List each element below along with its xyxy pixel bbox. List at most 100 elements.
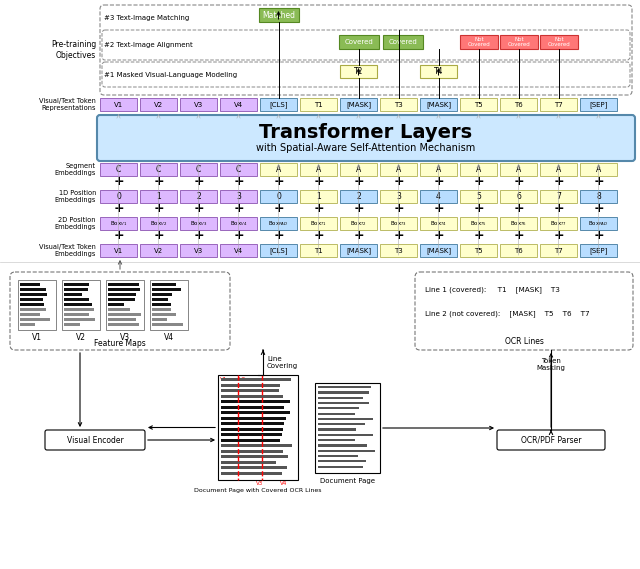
- Text: 2: 2: [356, 192, 361, 201]
- Text: A: A: [356, 165, 361, 174]
- Text: [SEP]: [SEP]: [589, 101, 608, 108]
- Bar: [20, 283, 40, 286]
- Bar: [220, 163, 257, 176]
- Text: Box$_{T3}$: Box$_{T3}$: [390, 219, 407, 228]
- Text: Document Page with Covered OCR Lines: Document Page with Covered OCR Lines: [195, 488, 322, 493]
- Bar: [152, 303, 171, 306]
- Text: V2: V2: [154, 101, 163, 108]
- Text: Not
Covered: Not Covered: [508, 36, 531, 47]
- Text: Feature Maps: Feature Maps: [94, 339, 146, 348]
- Text: Line 1 (covered):     T1    [MASK]    T3: Line 1 (covered): T1 [MASK] T3: [425, 287, 560, 294]
- Bar: [221, 427, 283, 431]
- Bar: [221, 389, 279, 392]
- FancyBboxPatch shape: [97, 115, 635, 161]
- Text: +: +: [473, 229, 484, 241]
- Text: Not
Covered: Not Covered: [468, 36, 490, 47]
- Bar: [318, 386, 371, 388]
- Text: V2: V2: [154, 248, 163, 254]
- Text: T3: T3: [394, 248, 403, 254]
- Text: C: C: [156, 165, 161, 174]
- Bar: [500, 190, 537, 203]
- Bar: [64, 313, 89, 315]
- Text: A: A: [436, 165, 441, 174]
- Bar: [64, 323, 80, 325]
- Text: 8: 8: [596, 192, 601, 201]
- Text: Box$_{T1}$: Box$_{T1}$: [310, 219, 327, 228]
- Bar: [318, 439, 355, 441]
- Bar: [500, 35, 538, 49]
- Bar: [100, 244, 137, 257]
- Bar: [340, 98, 377, 111]
- Bar: [220, 190, 257, 203]
- Bar: [140, 98, 177, 111]
- Text: with Spatial-Aware Self-Attention Mechanism: with Spatial-Aware Self-Attention Mechan…: [257, 143, 476, 153]
- Bar: [108, 288, 140, 291]
- FancyBboxPatch shape: [45, 430, 145, 450]
- Text: 2: 2: [196, 192, 201, 201]
- Text: Box$_{V1}$: Box$_{V1}$: [110, 219, 127, 228]
- Bar: [340, 163, 377, 176]
- Bar: [340, 65, 377, 78]
- Text: T1: T1: [314, 248, 323, 254]
- Text: 1: 1: [156, 192, 161, 201]
- Bar: [380, 217, 417, 230]
- Text: Transformer Layers: Transformer Layers: [259, 122, 472, 142]
- Text: OCR Lines: OCR Lines: [504, 337, 543, 346]
- Bar: [460, 244, 497, 257]
- Bar: [540, 98, 577, 111]
- Text: +: +: [353, 201, 364, 215]
- Bar: [420, 244, 457, 257]
- Bar: [315, 383, 380, 473]
- Bar: [100, 163, 137, 176]
- Text: Covered: Covered: [388, 39, 417, 45]
- Bar: [64, 308, 94, 311]
- Text: A: A: [516, 165, 521, 174]
- Text: [CLS]: [CLS]: [269, 247, 288, 254]
- Text: Covered: Covered: [344, 39, 373, 45]
- Bar: [318, 455, 358, 457]
- Bar: [221, 450, 283, 452]
- Text: [CLS]: [CLS]: [269, 101, 288, 108]
- Bar: [580, 163, 617, 176]
- Text: V4: V4: [280, 481, 287, 486]
- Bar: [180, 98, 217, 111]
- Bar: [180, 244, 217, 257]
- Text: [MASK]: [MASK]: [426, 247, 451, 254]
- Text: +: +: [473, 175, 484, 188]
- Bar: [20, 288, 46, 291]
- Text: +: +: [513, 201, 524, 215]
- Text: +: +: [553, 229, 564, 241]
- Text: V2: V2: [76, 333, 86, 342]
- Bar: [380, 190, 417, 203]
- Bar: [108, 293, 136, 295]
- Text: Visual Encoder: Visual Encoder: [67, 435, 124, 444]
- Bar: [460, 98, 497, 111]
- Bar: [300, 217, 337, 230]
- Bar: [220, 98, 257, 111]
- Bar: [540, 217, 577, 230]
- Bar: [318, 465, 363, 468]
- Text: T5: T5: [474, 248, 483, 254]
- Text: [MASK]: [MASK]: [426, 101, 451, 108]
- Text: +: +: [113, 201, 124, 215]
- Text: T6: T6: [514, 101, 523, 108]
- Text: #3 Text-Image Matching: #3 Text-Image Matching: [104, 15, 189, 21]
- Bar: [383, 35, 423, 49]
- Bar: [460, 190, 497, 203]
- Text: 7: 7: [556, 192, 561, 201]
- Bar: [318, 402, 369, 404]
- Text: +: +: [433, 175, 444, 188]
- Text: +: +: [313, 229, 324, 241]
- Text: 1D Position
Embeddings: 1D Position Embeddings: [54, 190, 96, 203]
- Bar: [108, 313, 141, 315]
- Bar: [420, 217, 457, 230]
- Bar: [100, 217, 137, 230]
- Text: +: +: [153, 229, 164, 241]
- Bar: [318, 397, 363, 399]
- Bar: [580, 98, 617, 111]
- Bar: [260, 190, 297, 203]
- Bar: [20, 308, 46, 311]
- Text: C: C: [196, 165, 201, 174]
- Bar: [500, 163, 537, 176]
- Text: [MASK]: [MASK]: [346, 247, 371, 254]
